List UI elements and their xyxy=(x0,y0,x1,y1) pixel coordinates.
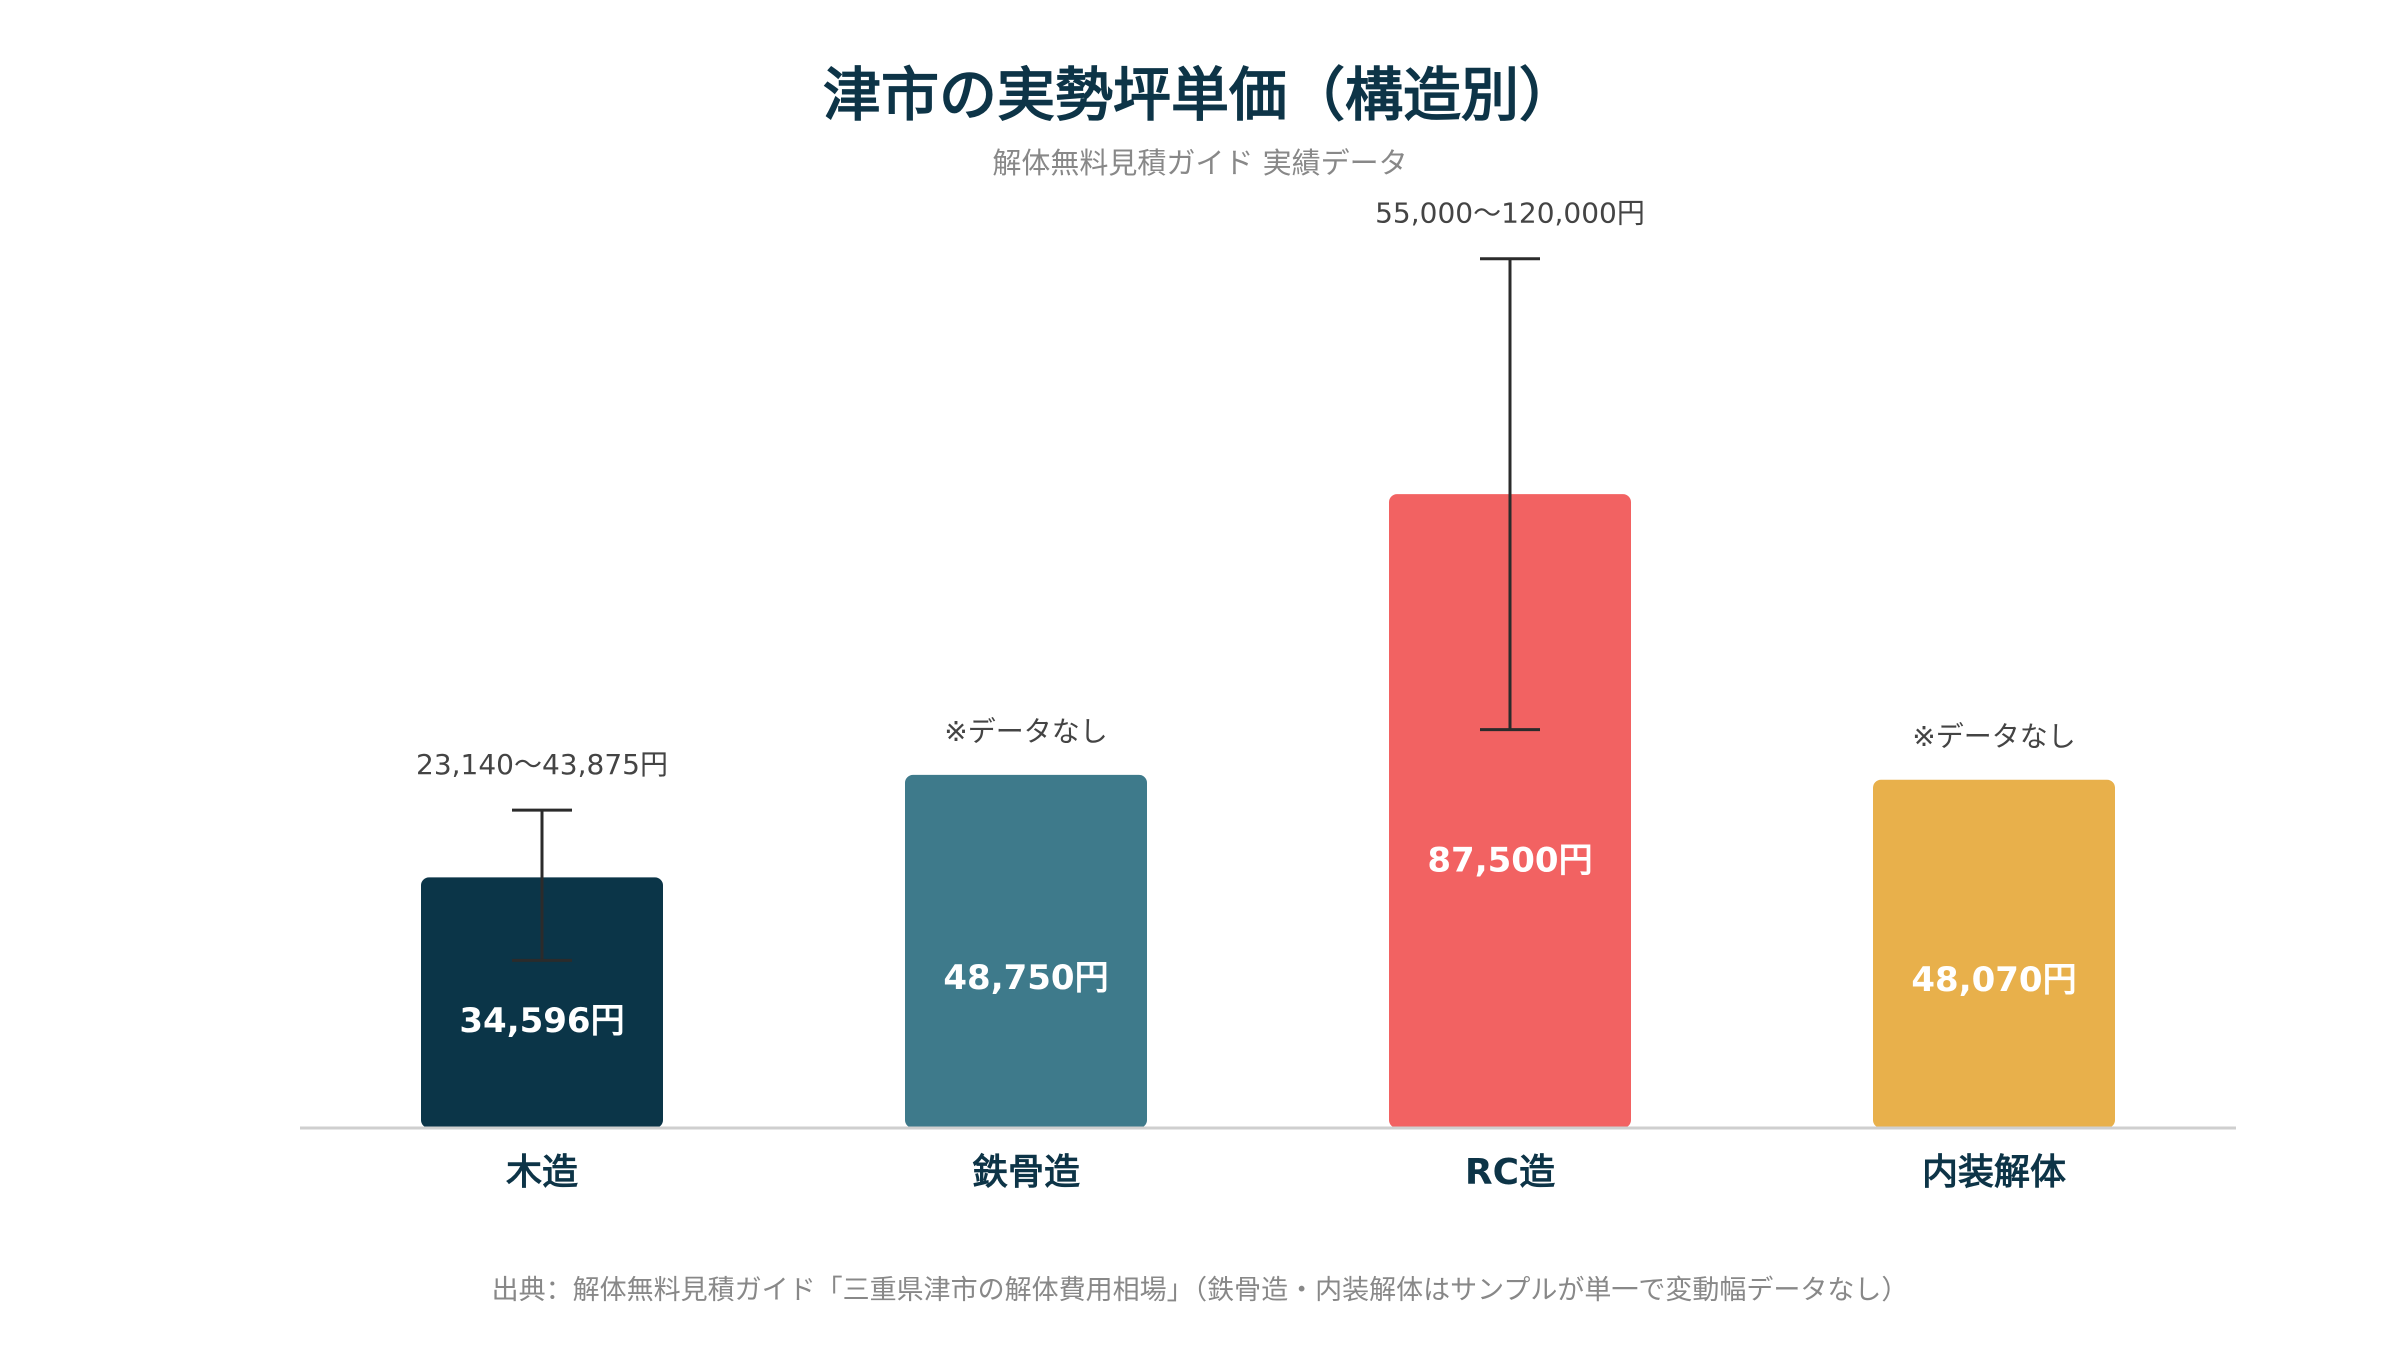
x-tick-label: RC造 xyxy=(1465,1152,1555,1193)
bar xyxy=(1873,779,2115,1128)
chart-title: 津市の実勢坪単価（構造別） xyxy=(822,61,1577,129)
bar xyxy=(421,877,663,1128)
value-label: 48,750円 xyxy=(943,958,1108,998)
range-label: ※データなし xyxy=(944,715,1107,748)
x-tick-label: 内装解体 xyxy=(1922,1152,2066,1193)
chart-subtitle: 解体無料見積ガイド 実績データ xyxy=(992,146,1408,180)
range-label: 55,000〜120,000円 xyxy=(1375,197,1645,230)
range-label: 23,140〜43,875円 xyxy=(416,748,668,781)
bar xyxy=(1389,494,1631,1128)
x-tick-label: 木造 xyxy=(506,1152,578,1193)
range-label: ※データなし xyxy=(1912,720,2075,753)
bar xyxy=(905,774,1147,1128)
value-label: 87,500円 xyxy=(1427,840,1592,880)
value-label: 48,070円 xyxy=(1911,960,2076,1000)
x-tick-label: 鉄骨造 xyxy=(972,1152,1080,1193)
source-note: 出典：解体無料見積ガイド「三重県津市の解体費用相場」（鉄骨造・内装解体はサンプル… xyxy=(491,1275,1909,1306)
value-label: 34,596円 xyxy=(459,1001,624,1041)
